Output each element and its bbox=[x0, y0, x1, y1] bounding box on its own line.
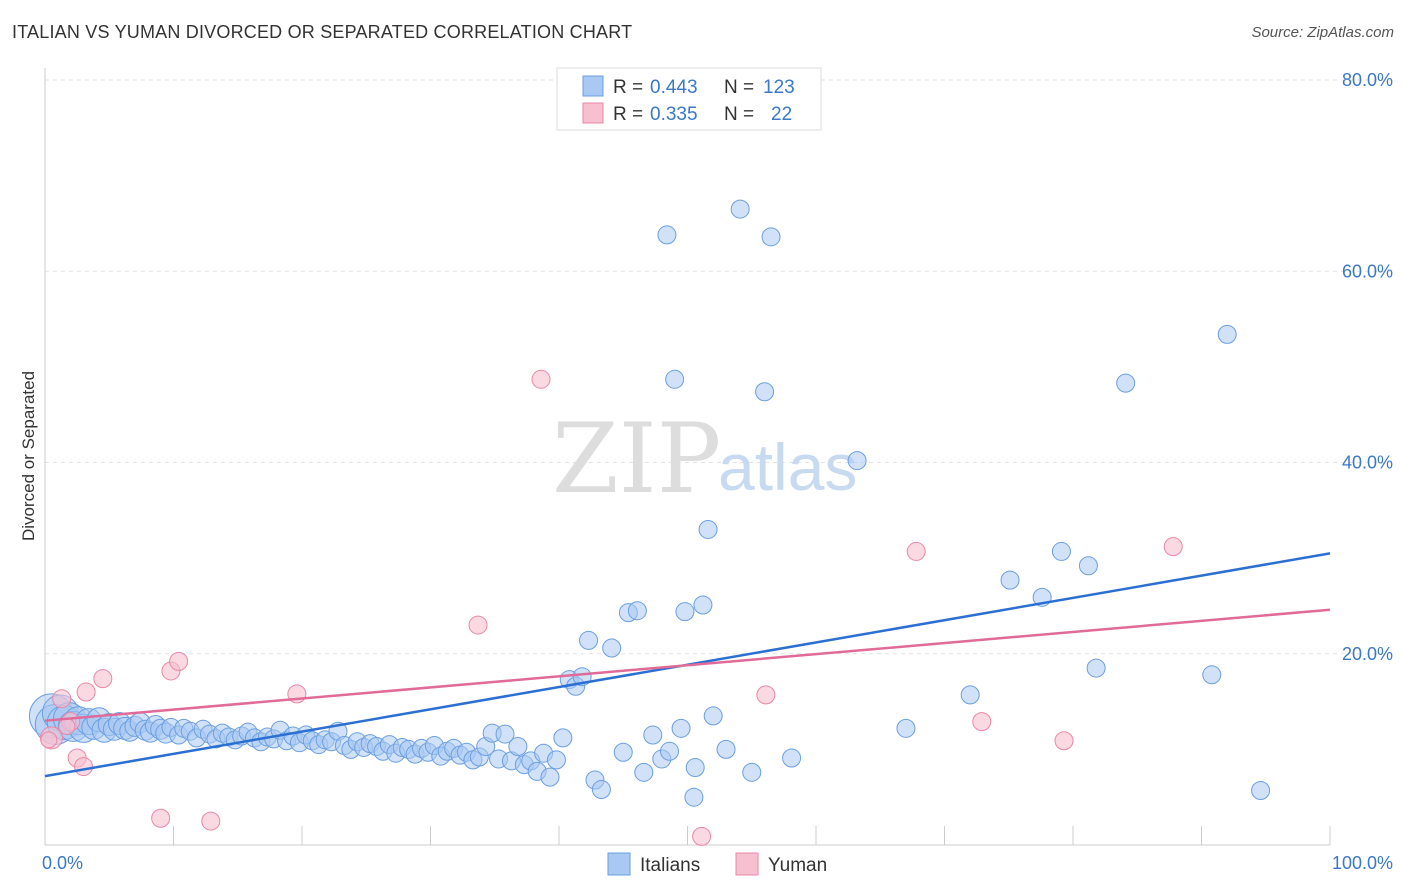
axes bbox=[44, 68, 1331, 846]
watermark-zip: ZIP bbox=[552, 403, 721, 515]
yuman-point-10 bbox=[201, 811, 221, 831]
yuman-point-16 bbox=[906, 541, 926, 561]
y-tick-label-2: 60.0% bbox=[1342, 261, 1393, 281]
watermark: ZIP atlas bbox=[552, 403, 857, 515]
y-tick-label-0: 20.0% bbox=[1342, 644, 1393, 664]
italians-point-76 bbox=[495, 724, 515, 744]
yuman-point-12 bbox=[468, 615, 488, 635]
data-points bbox=[28, 199, 1271, 846]
italians-point-121 bbox=[1078, 556, 1098, 576]
yuman-n-label: N = bbox=[724, 104, 754, 125]
italians-point-84 bbox=[546, 750, 566, 770]
italians-point-102 bbox=[671, 718, 691, 738]
italians-point-92 bbox=[602, 638, 622, 658]
italians-point-109 bbox=[716, 739, 736, 759]
x-tick-label-1: 100.0% bbox=[1332, 853, 1393, 873]
y-axis-label: Divorced or Separated bbox=[19, 371, 38, 541]
italians-point-105 bbox=[685, 758, 705, 778]
yuman-r-label: R = bbox=[613, 104, 643, 125]
italians-point-126 bbox=[1251, 780, 1271, 800]
italians-point-112 bbox=[755, 382, 775, 402]
italians-point-85 bbox=[553, 728, 573, 748]
yuman-point-20 bbox=[40, 731, 58, 749]
italians-point-106 bbox=[693, 595, 713, 615]
yuman-point-4 bbox=[74, 757, 94, 777]
italians-n-label: N = bbox=[724, 77, 754, 98]
stats-legend: R = 0.443 N = 123 R = 0.335 N = 22 bbox=[556, 67, 822, 131]
trend-lines bbox=[44, 552, 1331, 778]
yuman-point-18 bbox=[1054, 731, 1074, 751]
yuman-point-7 bbox=[151, 808, 171, 828]
italians-point-107 bbox=[698, 519, 718, 539]
x-tick-labels: 0.0% 100.0% bbox=[42, 853, 1393, 873]
yuman-r-value: 0.335 bbox=[650, 104, 698, 125]
italians-point-99 bbox=[660, 741, 680, 761]
italians-point-93 bbox=[613, 742, 633, 762]
y-tick-labels: 20.0% 40.0% 60.0% 80.0% bbox=[1342, 70, 1393, 664]
yuman-point-6 bbox=[93, 669, 113, 689]
watermark-atlas: atlas bbox=[718, 430, 857, 504]
italians-point-113 bbox=[761, 227, 781, 247]
italians-point-124 bbox=[1202, 665, 1222, 685]
yuman-point-5 bbox=[76, 682, 96, 702]
chart-title: ITALIAN VS YUMAN DIVORCED OR SEPARATED C… bbox=[12, 22, 633, 42]
italians-point-116 bbox=[896, 718, 916, 738]
italians-point-120 bbox=[1051, 541, 1071, 561]
yuman-point-15 bbox=[756, 685, 776, 705]
yuman-point-9 bbox=[169, 651, 189, 671]
italians-point-97 bbox=[643, 725, 663, 745]
y-tick-label-1: 40.0% bbox=[1342, 453, 1393, 473]
italians-point-78 bbox=[508, 737, 528, 757]
italians-point-101 bbox=[665, 369, 685, 389]
italians-point-95 bbox=[627, 601, 647, 621]
italians-legend-label: Italians bbox=[640, 855, 700, 876]
source-credit: Source: ZipAtlas.com bbox=[1251, 24, 1394, 41]
italians-point-91 bbox=[591, 780, 611, 800]
yuman-legend-label: Yuman bbox=[768, 855, 827, 876]
yuman-point-14 bbox=[692, 826, 712, 846]
italians-legend-swatch bbox=[607, 852, 631, 876]
yuman-point-19 bbox=[1163, 537, 1183, 557]
italians-point-100 bbox=[657, 225, 677, 245]
italians-point-111 bbox=[742, 762, 762, 782]
italians-r-label: R = bbox=[613, 77, 643, 98]
yuman-swatch bbox=[582, 102, 604, 124]
italians-point-104 bbox=[684, 787, 704, 807]
yuman-n-value: 22 bbox=[771, 104, 792, 125]
italians-point-118 bbox=[1000, 570, 1020, 590]
series-legend: Italians Yuman bbox=[607, 852, 827, 876]
italians-point-117 bbox=[960, 685, 980, 705]
x-tick-label-0: 0.0% bbox=[42, 853, 83, 873]
yuman-point-1 bbox=[52, 689, 72, 709]
italians-point-83 bbox=[540, 767, 560, 787]
italians-point-108 bbox=[703, 706, 723, 726]
italians-point-103 bbox=[675, 602, 695, 622]
italians-r-value: 0.443 bbox=[650, 77, 698, 98]
y-tick-label-3: 80.0% bbox=[1342, 70, 1393, 90]
italians-point-89 bbox=[579, 630, 599, 650]
italians-point-115 bbox=[847, 451, 867, 471]
italians-point-122 bbox=[1086, 658, 1106, 678]
grid-lines bbox=[45, 79, 1392, 655]
italians-n-value: 123 bbox=[763, 77, 795, 98]
italians-point-114 bbox=[782, 748, 802, 768]
italians-point-96 bbox=[634, 762, 654, 782]
italians-point-125 bbox=[1217, 324, 1237, 344]
italians-swatch bbox=[582, 75, 604, 97]
italians-point-123 bbox=[1116, 373, 1136, 393]
yuman-point-21 bbox=[58, 717, 76, 735]
italians-point-110 bbox=[730, 199, 750, 219]
yuman-trend-line bbox=[44, 608, 1331, 722]
yuman-legend-swatch bbox=[735, 852, 759, 876]
yuman-point-13 bbox=[531, 369, 551, 389]
yuman-point-17 bbox=[972, 712, 992, 732]
